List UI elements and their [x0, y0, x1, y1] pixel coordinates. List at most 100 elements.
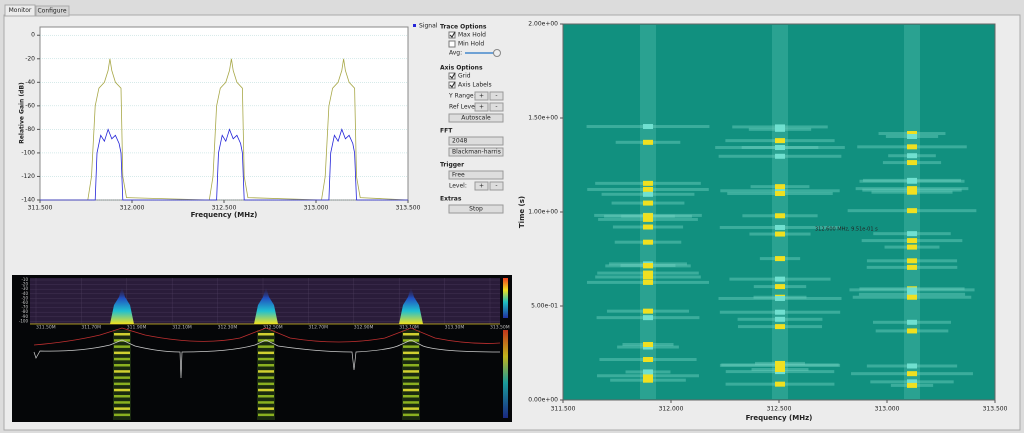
button[interactable] [489, 181, 504, 191]
dropdown-value[interactable]: Blackman-harris [452, 149, 501, 156]
burst [907, 178, 917, 184]
y-tick-label: -60 [25, 102, 35, 109]
button[interactable] [489, 91, 504, 101]
mini-burst [403, 339, 419, 342]
mini-burst [114, 395, 130, 398]
burst [907, 189, 917, 195]
burst [775, 295, 785, 301]
burst [907, 363, 917, 369]
burst [643, 200, 653, 206]
checkbox-label[interactable]: Min Hold [458, 41, 484, 48]
tab[interactable] [35, 5, 70, 17]
burst [643, 139, 653, 145]
mini-burst [114, 333, 130, 336]
check-mark [449, 81, 456, 88]
burst [643, 186, 653, 192]
slider-handle[interactable] [493, 49, 501, 57]
burst [775, 153, 785, 159]
button[interactable] [448, 113, 504, 123]
button[interactable] [474, 181, 489, 191]
burst [643, 274, 653, 280]
mini-burst [258, 357, 274, 361]
mini-burst [258, 351, 274, 355]
burst [643, 377, 653, 383]
burst [775, 309, 785, 315]
burst [907, 382, 917, 388]
mini-burst [403, 401, 419, 404]
control-panel: Trace Options Max Hold Min Hold Avg: Axi… [440, 24, 504, 214]
dropdown[interactable] [448, 136, 504, 146]
signal-band [640, 25, 656, 399]
burst [643, 180, 653, 186]
y-tick-label: -120 [21, 173, 35, 180]
burst [775, 124, 785, 130]
mini-x-label: 313.30M [445, 325, 465, 331]
dropdown[interactable] [448, 147, 504, 157]
button-label[interactable]: - [495, 183, 497, 190]
mini-burst [114, 388, 130, 392]
mini-y-label: -40 [21, 291, 28, 296]
mini-burst [258, 339, 274, 342]
tab-label[interactable]: Monitor [9, 7, 32, 14]
mini-x-label: 312.10M [172, 325, 192, 331]
dropdown-value[interactable]: Free [452, 172, 465, 179]
burst [907, 238, 917, 244]
checkbox[interactable] [448, 81, 456, 89]
mini-burst [258, 413, 274, 417]
burst [643, 216, 653, 222]
tab[interactable] [4, 4, 36, 17]
mini-trace-red [33, 327, 501, 346]
button[interactable] [489, 102, 504, 112]
burst [907, 294, 917, 300]
mini-y-label: -70 [21, 305, 28, 310]
section-heading: FFT [440, 128, 453, 135]
button-label[interactable]: Autoscale [461, 115, 491, 122]
button-label[interactable]: + [479, 104, 484, 111]
burst [775, 184, 785, 190]
checkbox-label[interactable]: Grid [458, 73, 471, 80]
dropdown-value[interactable]: 2048 [452, 138, 467, 145]
mini-x-label: 313.50M [490, 325, 510, 331]
button-label[interactable]: + [479, 93, 484, 100]
mini-y-label: -50 [21, 295, 28, 300]
dropdown[interactable] [448, 170, 504, 180]
checkbox[interactable] [448, 72, 456, 80]
mini-y-label: -80 [21, 309, 28, 314]
checkbox[interactable] [448, 31, 456, 39]
y-tick-label: -80 [25, 126, 35, 133]
button-label[interactable]: Stop [469, 206, 483, 213]
field-label: Y Range: [448, 93, 476, 100]
mini-peak [110, 287, 134, 324]
mini-burst [403, 370, 419, 373]
burst [907, 186, 917, 192]
button-label[interactable]: - [495, 93, 497, 100]
mini-burst [258, 370, 274, 373]
button[interactable] [474, 91, 489, 101]
button-label[interactable]: - [495, 104, 497, 111]
tab-label[interactable]: Configure [37, 8, 66, 15]
field-label: Ref Level: [449, 104, 478, 111]
button[interactable] [448, 204, 504, 214]
mini-burst [258, 401, 274, 404]
button-label[interactable]: + [479, 183, 484, 190]
x-axis-label: Frequency (MHz) [191, 211, 258, 219]
checkbox-label[interactable]: Axis Labels [458, 82, 492, 89]
burst [907, 258, 917, 264]
y-tick-label: -140 [21, 197, 35, 204]
mini-x-label: 311.90M [127, 325, 147, 331]
checkbox[interactable] [448, 40, 456, 48]
slider-label: Avg: [449, 50, 462, 57]
burst [907, 133, 917, 139]
x-axis-label: Frequency (MHz) [746, 414, 813, 422]
mini-peak [254, 287, 278, 324]
mini-burst [258, 376, 274, 379]
field-label: Level: [449, 183, 467, 190]
mini-burst [114, 345, 130, 348]
burst [907, 328, 917, 334]
mini-burst [258, 395, 274, 398]
mini-burst [114, 364, 130, 367]
checkbox-label[interactable]: Max Hold [458, 32, 486, 39]
burst [775, 284, 785, 290]
button[interactable] [474, 102, 489, 112]
burst [643, 224, 653, 230]
